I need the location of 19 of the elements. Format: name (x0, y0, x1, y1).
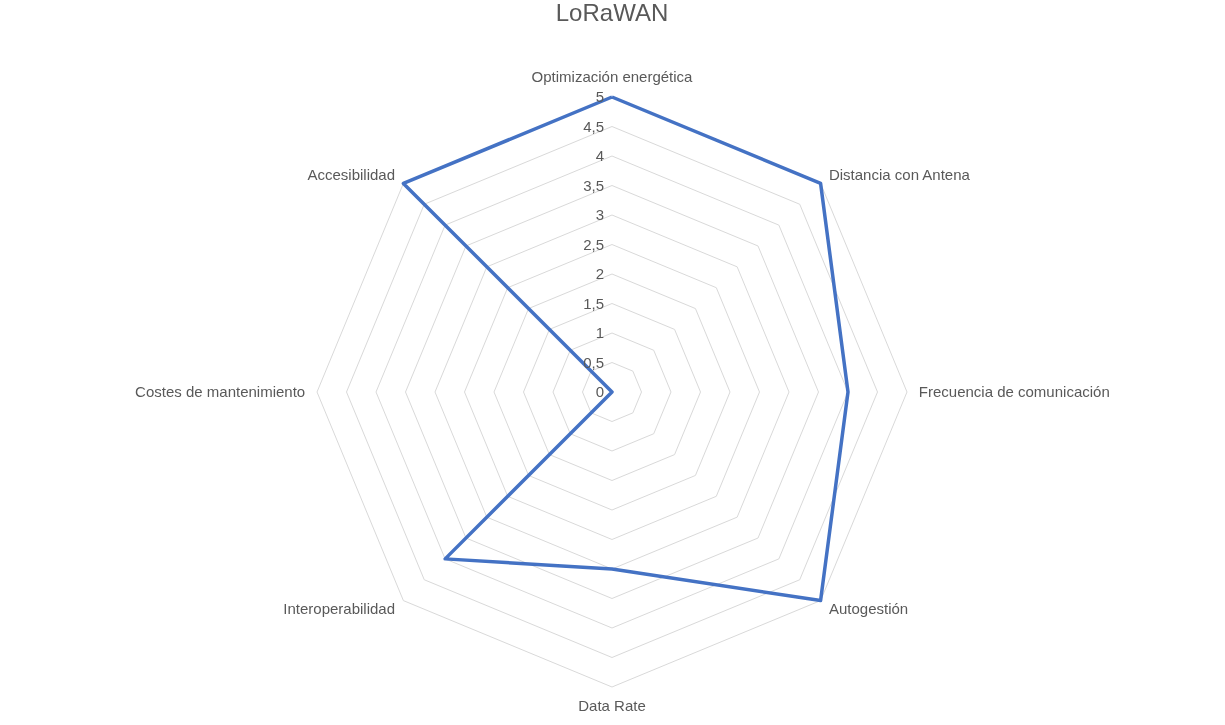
y-tick-label: 3,5 (583, 176, 604, 194)
spoke-label: Costes de mantenimiento (135, 383, 306, 400)
y-tick-label: 1,5 (583, 294, 604, 312)
y-tick-label: 1 (595, 324, 604, 341)
spoke-label: Distancia con Antena (828, 166, 971, 184)
spoke-label: Accesibilidad (307, 166, 396, 184)
spoke-label: Autogestión (828, 599, 909, 617)
y-tick-label: 2 (595, 265, 604, 282)
y-tick-label: 2,5 (583, 235, 604, 253)
y-tick-label: 4,5 (583, 117, 604, 135)
spoke-label: Data Rate (578, 696, 646, 714)
spoke-label: Frecuencia de comunicación (918, 383, 1110, 400)
y-tick-label: 0 (595, 383, 604, 400)
spoke-label: Interoperabilidad (283, 599, 396, 617)
y-tick-label: 0,5 (583, 353, 604, 371)
spoke-label: Optimización energética (531, 68, 694, 86)
y-tick-label: 3 (595, 206, 604, 223)
y-tick-label: 4 (595, 147, 604, 164)
chart-title: LoRaWAN (555, 0, 669, 27)
